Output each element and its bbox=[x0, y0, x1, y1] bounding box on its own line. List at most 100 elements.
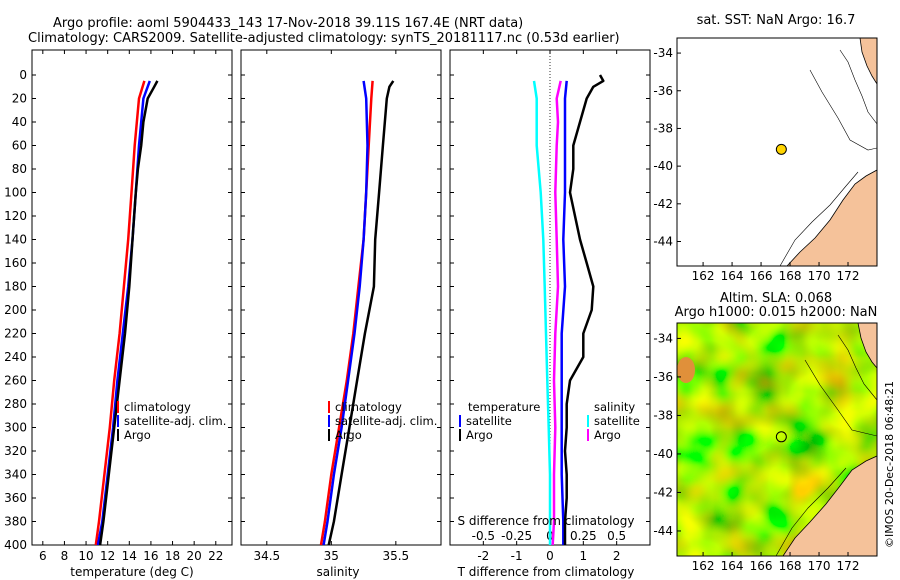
map-lat-tick-label: -40 bbox=[653, 159, 673, 173]
figure-title-line2: Climatology: CARS2009. Satellite-adjuste… bbox=[28, 31, 620, 46]
map-lat-tick-label: -44 bbox=[653, 235, 673, 249]
sdiff-tick-label: -0.25 bbox=[501, 529, 532, 543]
map-lon-tick-label: 168 bbox=[779, 269, 802, 283]
tdiff-tick-label: -2 bbox=[477, 549, 489, 563]
map-lat-tick-label: -38 bbox=[653, 408, 673, 422]
map-lon-tick-label: 166 bbox=[750, 269, 773, 283]
depth-tick-label: 200 bbox=[4, 303, 27, 317]
depth-tick-label: 360 bbox=[4, 491, 27, 505]
data-series bbox=[94, 50, 605, 545]
temperature-tick-label: 14 bbox=[122, 549, 137, 563]
legend-climatology-label: climatology bbox=[335, 400, 402, 414]
legend-s-argo-label: Argo bbox=[594, 428, 621, 442]
legend-salinity-title: salinity bbox=[594, 400, 635, 414]
difference-x2label: S difference from climatology bbox=[458, 514, 635, 528]
legend-t-satellite-label: satellite bbox=[466, 414, 512, 428]
temperature-legend: climatology satellite-adj. clim. Argo bbox=[117, 400, 226, 442]
figure-title-line1: Argo profile: aoml 5904433_143 17-Nov-20… bbox=[53, 16, 523, 31]
salinity-xlabel: salinity bbox=[316, 565, 359, 579]
tdiff-tick-label: -1 bbox=[511, 549, 523, 563]
map-lat-tick-label: -42 bbox=[653, 485, 673, 499]
map-ticks: 162 164 166 168 170 172 -34 -36 -38 -40 -42 -44 162 1… bbox=[653, 46, 859, 573]
depth-tick-label: 100 bbox=[4, 186, 27, 200]
temperature-xlabel: temperature (deg C) bbox=[70, 565, 193, 579]
depth-tick-label: 40 bbox=[12, 115, 27, 129]
salinity-legend: climatology satellite-adj. clim. Argo bbox=[328, 400, 437, 442]
map-lon-tick-label: 166 bbox=[750, 559, 773, 573]
bathymetry-contour bbox=[837, 334, 877, 401]
temperature-tick-label: 22 bbox=[208, 549, 223, 563]
difference-series-line bbox=[551, 80, 562, 545]
temperature-tick-label: 16 bbox=[143, 549, 158, 563]
bathymetry-contour bbox=[804, 359, 877, 437]
map-lon-tick-label: 172 bbox=[837, 269, 860, 283]
depth-tick-label: 120 bbox=[4, 209, 27, 223]
depth-tick-label: 340 bbox=[4, 468, 27, 482]
legend-t-argo-label: Argo bbox=[466, 428, 493, 442]
temperature-series-line bbox=[94, 80, 146, 545]
legend-argo-label: Argo bbox=[335, 428, 362, 442]
difference-salinity-legend: salinity satellite Argo bbox=[587, 400, 640, 442]
map-lat-tick-label: -44 bbox=[653, 524, 673, 538]
sla-map-title-1: Altim. SLA: 0.068 bbox=[720, 291, 832, 306]
map-lon-tick-label: 164 bbox=[721, 559, 744, 573]
north-island-land bbox=[859, 38, 877, 85]
temperature-series-line bbox=[98, 80, 159, 545]
temperature-tick-label: 6 bbox=[39, 549, 47, 563]
depth-tick-label: 20 bbox=[12, 92, 27, 106]
map-lat-tick-label: -38 bbox=[653, 121, 673, 135]
map-lat-tick-label: -36 bbox=[653, 370, 673, 384]
south-island-land bbox=[782, 455, 877, 556]
bathymetry-contour bbox=[809, 69, 877, 151]
map-lat-tick-label: -40 bbox=[653, 447, 673, 461]
sdiff-tick-label: 0.25 bbox=[570, 529, 597, 543]
depth-tick-label: 80 bbox=[12, 162, 27, 176]
sla-map-frame bbox=[676, 322, 878, 557]
map-lon-tick-label: 170 bbox=[808, 559, 831, 573]
salinity-tick-label: 35.5 bbox=[382, 549, 409, 563]
depth-tick-label: 140 bbox=[4, 233, 27, 247]
map-lon-tick-label: 168 bbox=[779, 559, 802, 573]
difference-xlabel: T difference from climatology bbox=[457, 565, 635, 579]
salinity-series-line bbox=[322, 80, 369, 545]
temperature-series-line bbox=[96, 80, 151, 545]
legend-argo-label: Argo bbox=[124, 428, 151, 442]
map-lat-tick-label: -42 bbox=[653, 197, 673, 211]
salinity-series-line bbox=[327, 80, 395, 545]
depth-tick-label: 240 bbox=[4, 350, 27, 364]
legend-climatology-label: climatology bbox=[124, 400, 191, 414]
legend-temperature-title: temperature bbox=[468, 400, 540, 414]
bathymetry-contour bbox=[839, 49, 877, 125]
difference-series-line bbox=[560, 80, 568, 545]
map-lon-tick-label: 164 bbox=[721, 269, 744, 283]
difference-series-line bbox=[532, 80, 552, 545]
sst-map-title: sat. SST: NaN Argo: 16.7 bbox=[697, 13, 856, 28]
depth-tick-label: 220 bbox=[4, 327, 27, 341]
axis-ticks: 0204060801001201401601802002202402602803… bbox=[4, 50, 650, 563]
depth-tick-label: 400 bbox=[4, 538, 27, 552]
depth-tick-label: 160 bbox=[4, 256, 27, 270]
bathymetry-contour bbox=[775, 467, 847, 556]
depth-tick-label: 320 bbox=[4, 444, 27, 458]
tdiff-tick-label: 1 bbox=[580, 549, 588, 563]
salinity-panel bbox=[240, 49, 442, 546]
depth-tick-label: 260 bbox=[4, 374, 27, 388]
map-lon-tick-label: 162 bbox=[692, 269, 715, 283]
imos-credit: ©IMOS 20-Dec-2018 06:48:21 bbox=[883, 381, 896, 548]
temperature-tick-label: 8 bbox=[61, 549, 69, 563]
temperature-panel bbox=[31, 49, 233, 546]
salinity-series-line bbox=[319, 80, 374, 545]
depth-tick-label: 60 bbox=[12, 139, 27, 153]
temperature-tick-label: 12 bbox=[100, 549, 115, 563]
difference-series-line bbox=[563, 74, 605, 545]
temperature-tick-label: 18 bbox=[165, 549, 180, 563]
sst-map-frame bbox=[676, 37, 878, 267]
salinity-tick-label: 34.5 bbox=[253, 549, 280, 563]
difference-temperature-legend: temperature satellite Argo bbox=[459, 400, 540, 442]
sla-map-title-2: Argo h1000: 0.015 h2000: NaN bbox=[675, 305, 878, 320]
sdiff-tick-label: 0.5 bbox=[607, 529, 626, 543]
south-island-land bbox=[786, 169, 877, 266]
argo-position-marker bbox=[775, 143, 787, 155]
temperature-tick-label: 10 bbox=[78, 549, 93, 563]
